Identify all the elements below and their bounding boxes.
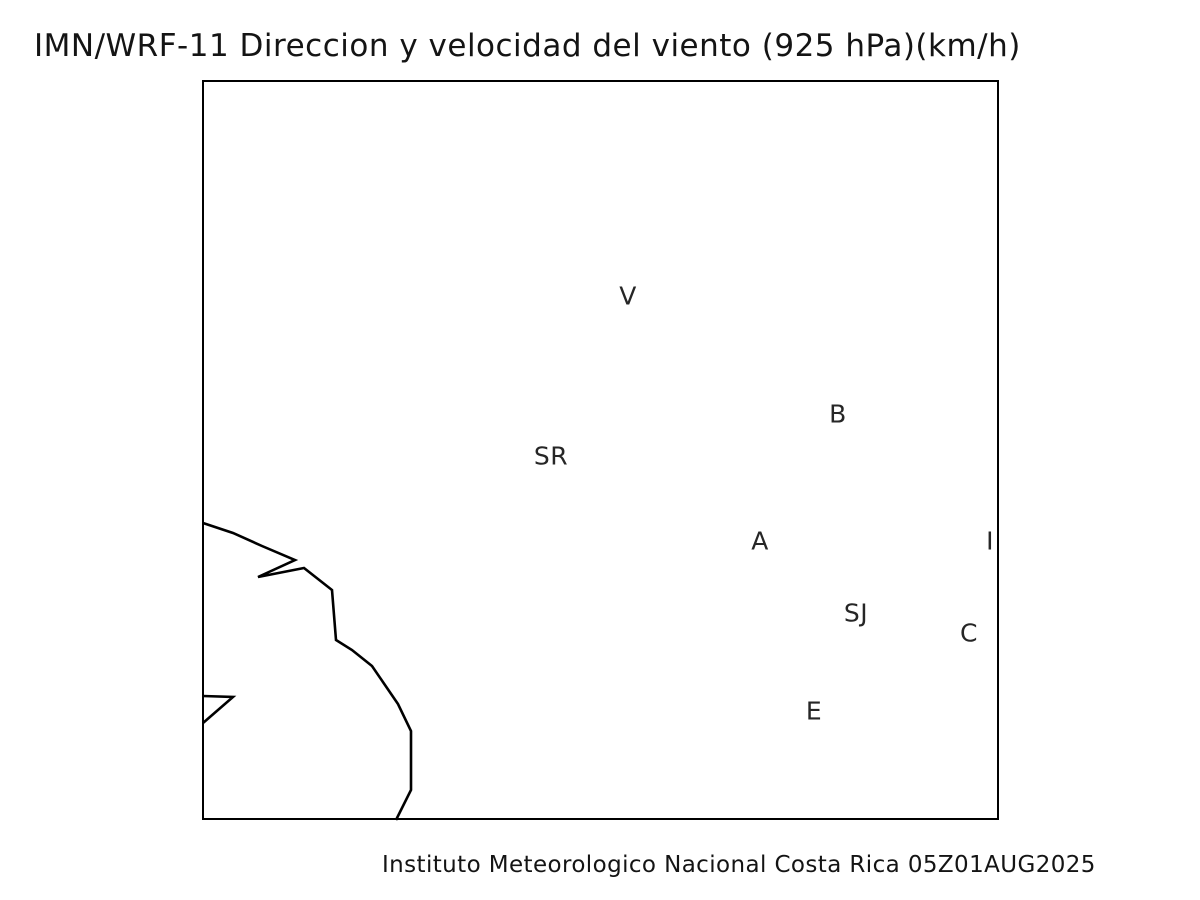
coastline-layer xyxy=(202,521,413,821)
station-label-v: V xyxy=(619,281,637,311)
coastline-path xyxy=(202,521,413,821)
map-plot-area: V B SR A I SJ C E xyxy=(202,80,999,821)
station-label-c: C xyxy=(960,618,978,648)
station-label-sr: SR xyxy=(533,441,569,471)
peninsula-path xyxy=(202,694,237,724)
attribution-footer: Instituto Meteorologico Nacional Costa R… xyxy=(382,852,1096,878)
station-label-b: B xyxy=(829,399,847,429)
station-label-a: A xyxy=(751,526,769,556)
station-label-i: I xyxy=(986,526,994,556)
station-label-e: E xyxy=(805,696,823,726)
station-label-sj: SJ xyxy=(843,598,869,628)
map-frame-border xyxy=(202,80,999,820)
page-title: IMN/WRF-11 Direccion y velocidad del vie… xyxy=(34,28,1021,64)
